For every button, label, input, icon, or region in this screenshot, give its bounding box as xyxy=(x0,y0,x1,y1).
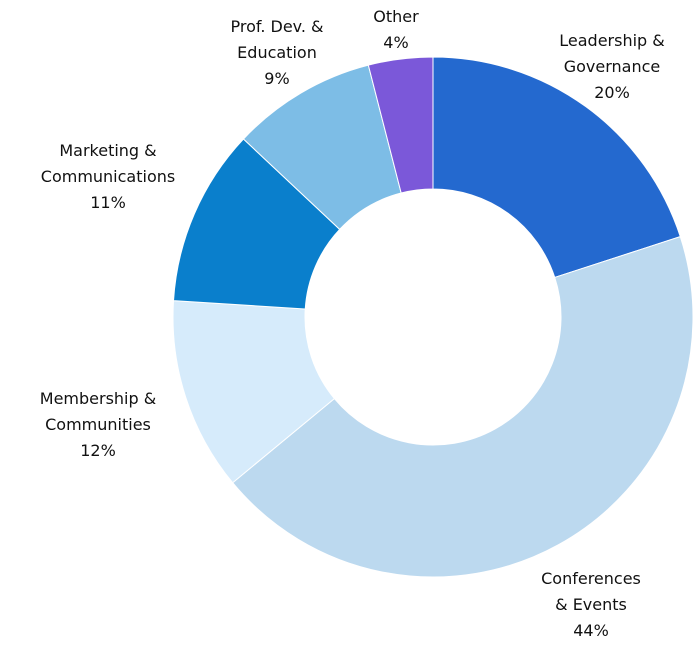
category-name: Other xyxy=(373,7,419,26)
percent-label: 20% xyxy=(594,83,630,102)
percent-label: 11% xyxy=(90,193,126,212)
category-name: Membership & Communities xyxy=(39,389,157,434)
percent-label: 9% xyxy=(264,69,290,88)
category-name: Leadership & Governance xyxy=(559,31,665,76)
percent-label: 4% xyxy=(383,33,409,52)
slice-label: Marketing & Communications 11% xyxy=(16,138,201,216)
slice-label: Leadership & Governance 20% xyxy=(547,28,677,106)
slice-label: Prof. Dev. & Education 9% xyxy=(218,14,336,92)
slice xyxy=(231,236,693,578)
slice xyxy=(367,56,434,194)
slice-label: Other 4% xyxy=(366,4,426,56)
slice-label: Membership & Communities 12% xyxy=(16,386,181,464)
slice xyxy=(432,56,681,279)
category-name: Marketing & Communications xyxy=(40,141,176,186)
slice-label: Conferences & Events 44% xyxy=(535,566,647,644)
category-name: Prof. Dev. & Education xyxy=(230,17,324,62)
category-name: Conferences & Events xyxy=(541,569,641,614)
percent-label: 12% xyxy=(80,441,116,460)
percent-label: 44% xyxy=(573,621,609,640)
